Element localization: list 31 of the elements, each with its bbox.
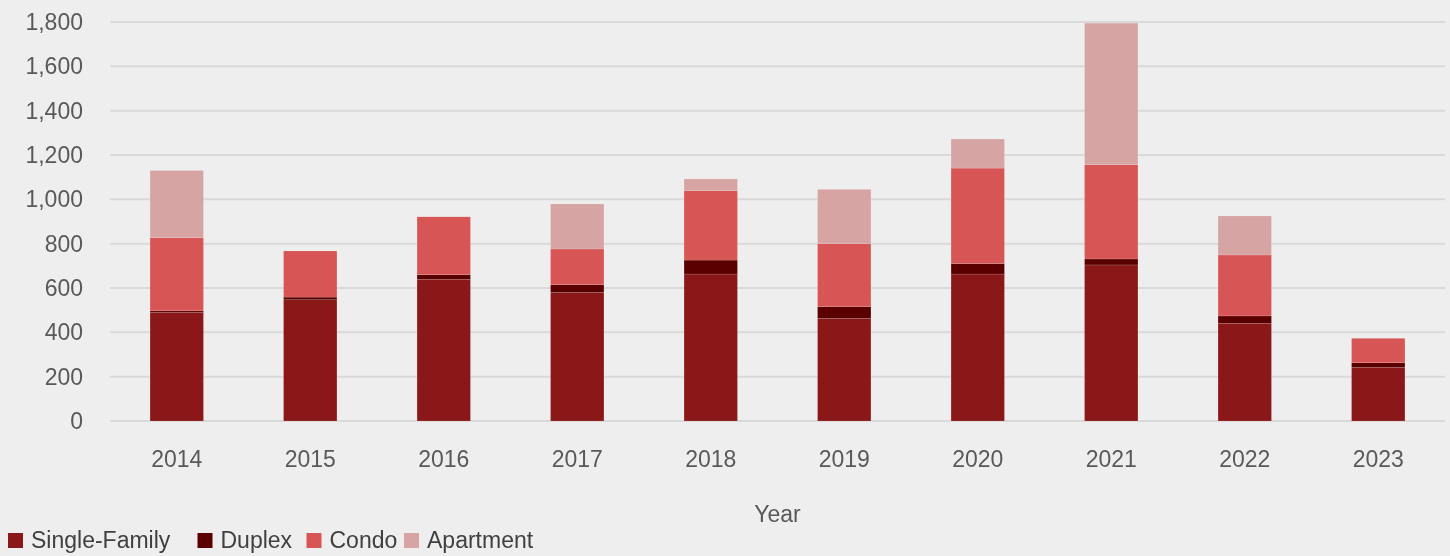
x-tick-label: 2018 xyxy=(685,446,737,473)
x-tick-label: 2016 xyxy=(418,446,470,473)
bar xyxy=(283,250,338,298)
y-tick-label: 0 xyxy=(70,408,83,435)
legend-label: Apartment xyxy=(427,527,534,554)
bar xyxy=(1351,367,1406,422)
bar xyxy=(149,312,204,422)
x-tick-label: 2017 xyxy=(551,446,603,473)
y-tick-label: 200 xyxy=(44,363,83,390)
bar xyxy=(1084,264,1139,422)
x-tick-label: 2022 xyxy=(1219,446,1271,473)
y-tick-label: 600 xyxy=(44,275,83,302)
y-tick-label: 1,800 xyxy=(25,9,83,36)
x-tick-label: 2021 xyxy=(1085,446,1137,473)
legend-label: Single-Family xyxy=(31,527,171,554)
x-tick-label: 2015 xyxy=(284,446,336,473)
y-tick-label: 1,000 xyxy=(25,186,83,213)
y-tick-label: 1,200 xyxy=(25,142,83,169)
y-tick-label: 800 xyxy=(44,230,83,257)
y-tick-label: 1,600 xyxy=(25,53,83,80)
legend-label: Condo xyxy=(329,527,398,554)
x-tick-label: 2014 xyxy=(151,446,203,473)
x-tick-label: 2020 xyxy=(952,446,1004,473)
bar xyxy=(283,299,338,422)
x-tick-label: 2019 xyxy=(818,446,870,473)
bar xyxy=(416,279,471,422)
x-axis-title: Year xyxy=(754,501,802,528)
y-tick-label: 1,400 xyxy=(25,97,83,124)
y-tick-label: 400 xyxy=(44,319,83,346)
legend-label: Duplex xyxy=(220,527,293,554)
x-tick-label: 2023 xyxy=(1352,446,1404,473)
